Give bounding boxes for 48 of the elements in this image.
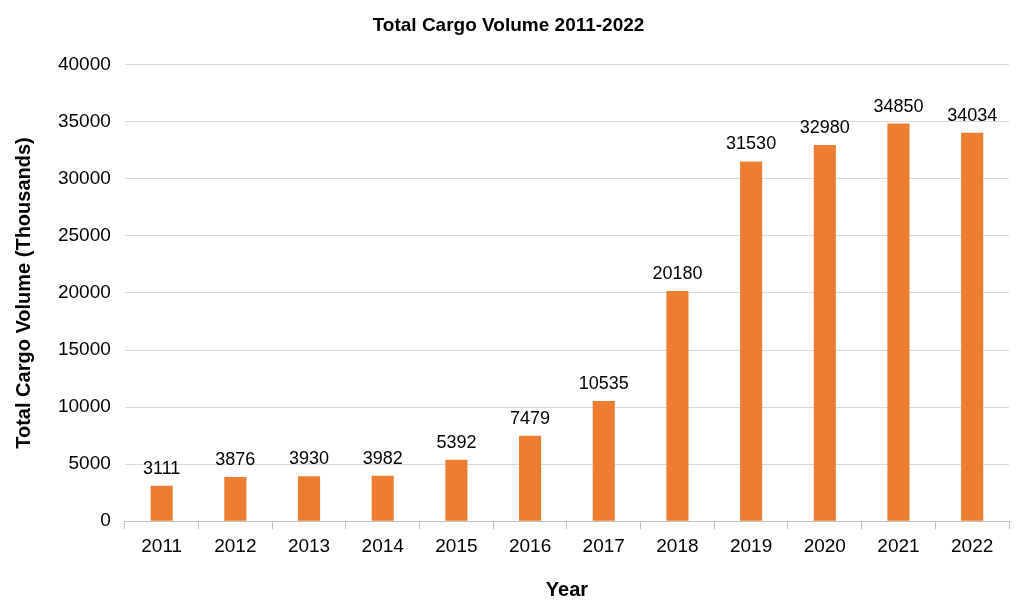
bar [224, 476, 247, 521]
x-tick-label: 2018 [656, 534, 699, 556]
x-tick-label: 2016 [508, 534, 552, 556]
x-tick-label: 2020 [803, 534, 846, 556]
data-label: 31530 [726, 133, 777, 154]
data-label: 10535 [578, 372, 629, 393]
bar [592, 401, 615, 521]
bar [813, 144, 836, 521]
x-tick-label: 2015 [435, 534, 478, 556]
data-label: 20180 [652, 262, 703, 283]
chart-title: Total Cargo Volume 2011-2022 [372, 13, 645, 35]
bar [740, 161, 763, 521]
bar [371, 475, 394, 521]
x-tick-label: 2019 [729, 534, 773, 556]
bar [961, 132, 984, 521]
y-tick-label: 35000 [57, 110, 111, 132]
y-tick-label: 40000 [57, 53, 111, 75]
x-tick-label: 2011 [141, 534, 183, 556]
x-tick-label: 2017 [582, 534, 625, 556]
bar [297, 476, 321, 521]
y-tick-label: 30000 [57, 167, 111, 189]
y-tick-label: 10000 [57, 395, 111, 417]
x-tick-label: 2021 [877, 534, 920, 556]
y-tick-label: 20000 [57, 281, 111, 303]
x-tick-label: 2012 [214, 534, 257, 556]
bar [445, 459, 468, 521]
y-tick-label: 25000 [57, 224, 111, 246]
data-label: 5392 [436, 431, 477, 452]
data-label: 34850 [873, 95, 924, 116]
data-label: 32980 [799, 116, 850, 137]
x-tick-label: 2013 [287, 534, 331, 556]
data-label: 34034 [947, 104, 998, 125]
bar [666, 290, 689, 521]
data-label: 3876 [215, 448, 256, 469]
data-label: 7479 [510, 407, 551, 428]
y-tick-label: 15000 [57, 338, 111, 360]
y-tick-label: 5000 [68, 452, 111, 474]
data-label: 3930 [289, 448, 330, 469]
y-axis-title: Total Cargo Volume (Thousands) [11, 137, 34, 449]
x-tick-label: 2022 [951, 534, 994, 556]
y-tick-label: 0 [100, 509, 111, 531]
bar [519, 435, 542, 521]
data-label: 3111 [142, 457, 181, 478]
bar [887, 123, 910, 521]
x-axis-title: Year [545, 577, 589, 600]
x-tick-label: 2014 [361, 534, 405, 556]
data-label: 3982 [362, 447, 403, 468]
bar [150, 485, 173, 521]
